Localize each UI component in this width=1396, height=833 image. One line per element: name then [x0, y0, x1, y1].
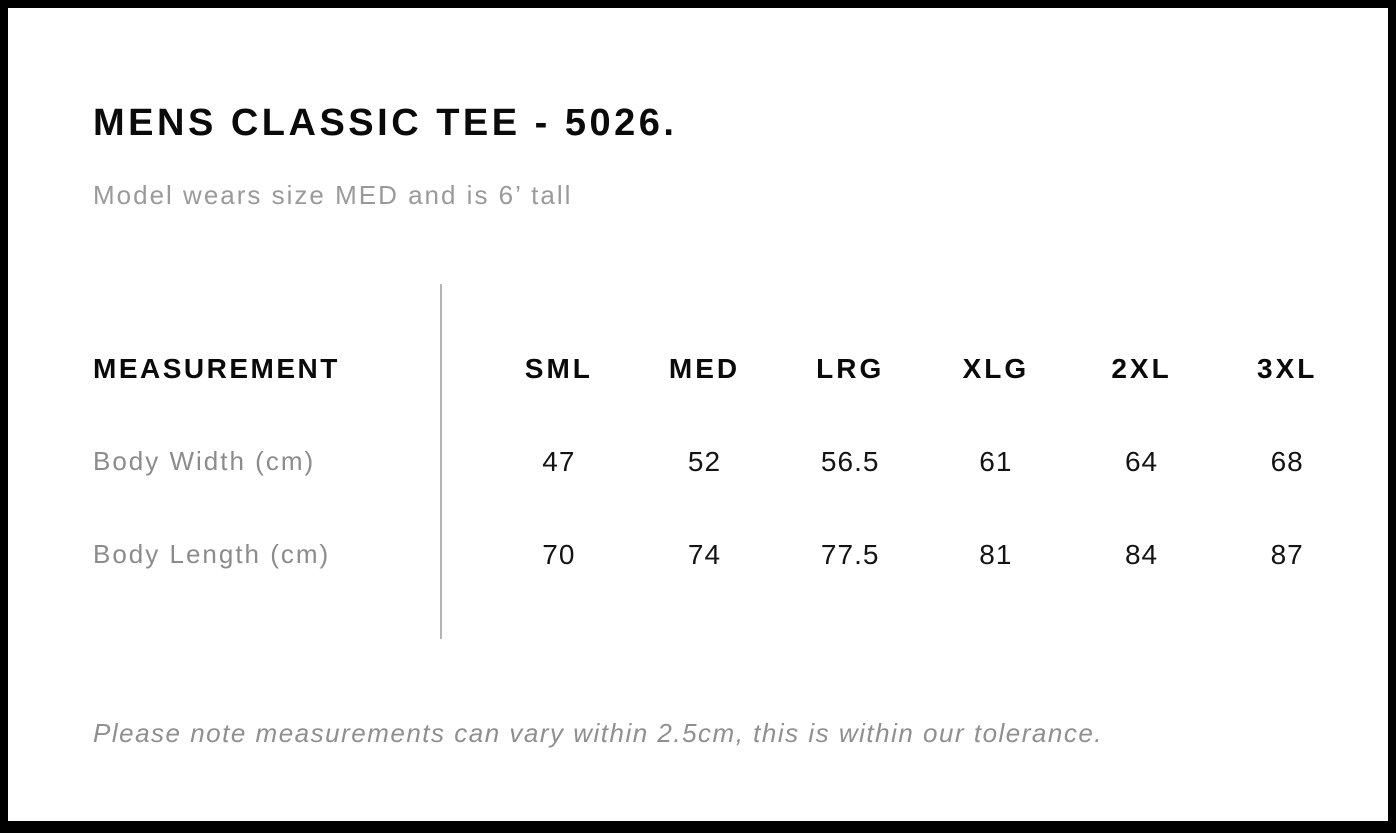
page-title: MENS CLASSIC TEE - 5026. — [93, 102, 678, 144]
body-length-xlg: 81 — [979, 538, 1013, 570]
size-header-med: MED — [668, 352, 741, 384]
tolerance-note: Please note measurements can vary within… — [93, 718, 1104, 748]
table-header-row: MEASUREMENT SML MED LRG XLG 2XL 3XL — [8, 322, 1360, 415]
body-width-xlg: 61 — [979, 445, 1013, 477]
column-divider-line — [440, 284, 442, 639]
body-length-3xl: 87 — [1270, 538, 1304, 570]
size-header-cells: SML MED LRG XLG 2XL 3XL — [440, 353, 1360, 385]
body-width-2xl: 64 — [1124, 445, 1159, 477]
row-label-body-width: Body Width (cm) — [93, 446, 316, 476]
row-label-body-length: Body Length (cm) — [93, 539, 331, 569]
table-row-body-length: Body Length (cm) 70 74 77.5 81 84 87 — [8, 508, 1360, 601]
model-size-note: Model wears size MED and is 6’ tall — [93, 180, 573, 210]
body-width-value-cells: 47 52 56.5 61 64 68 — [440, 446, 1360, 478]
size-header-3xl: 3XL — [1257, 352, 1318, 384]
body-width-lrg: 56.5 — [820, 445, 880, 477]
body-length-lrg: 77.5 — [820, 538, 880, 570]
size-header-xlg: XLG — [962, 352, 1030, 384]
measurement-column-header: MEASUREMENT — [93, 352, 340, 384]
body-length-med: 74 — [687, 538, 722, 570]
size-header-2xl: 2XL — [1111, 352, 1172, 384]
body-length-sml: 70 — [542, 538, 576, 570]
size-header-sml: SML — [524, 352, 593, 384]
table-row-body-width: Body Width (cm) 47 52 56.5 61 64 68 — [8, 415, 1360, 508]
size-header-lrg: LRG — [816, 352, 885, 384]
body-length-value-cells: 70 74 77.5 81 84 87 — [440, 539, 1360, 571]
body-width-med: 52 — [687, 445, 722, 477]
body-length-2xl: 84 — [1124, 538, 1159, 570]
size-chart-table: MEASUREMENT SML MED LRG XLG 2XL 3XL Body… — [8, 284, 1360, 639]
body-width-sml: 47 — [542, 445, 576, 477]
body-width-3xl: 68 — [1270, 445, 1304, 477]
